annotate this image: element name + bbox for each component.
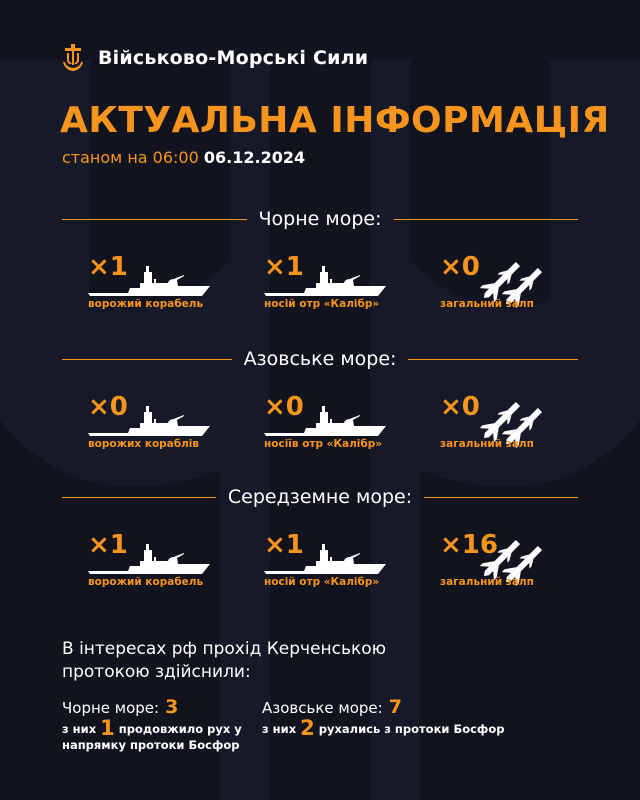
stat-card: ×0 ворожих кораблів xyxy=(88,392,248,462)
stat-caption: ворожий корабель xyxy=(88,576,204,588)
stat-card: ×1 носій отр «Калібр» xyxy=(264,530,424,600)
stat-caption: ворожий корабель xyxy=(88,298,204,310)
stat-count: ×16 xyxy=(440,530,498,560)
stat-card: ×1 ворожий корабель xyxy=(88,252,248,322)
sea-name: Чорне море: xyxy=(258,208,382,230)
kerch-black-sea-label: Чорне море: xyxy=(62,699,160,717)
sea-stats-row: ×0 ворожих кораблів ×0 носіїв отр «Калібр» ×… xyxy=(88,392,568,462)
stat-count: ×0 xyxy=(264,392,304,422)
stat-caption: загальний залп xyxy=(440,438,534,450)
sea-stats-row: ×1 ворожий корабель ×1 носій отр «Калібр» ×1… xyxy=(88,530,568,600)
sea-stats-row: ×1 ворожий корабель ×1 носій отр «Калібр» ×0… xyxy=(88,252,568,322)
kerch-title: В інтересах рф прохід Керченською проток… xyxy=(62,639,387,682)
stat-caption: носій отр «Калібр» xyxy=(264,298,380,310)
stat-count: ×0 xyxy=(88,392,128,422)
kerch-black-sea-detail: з них 1 продовжило рух у напрямку проток… xyxy=(62,718,242,753)
divider xyxy=(408,358,579,360)
stat-count: ×0 xyxy=(440,392,480,422)
stat-card: ×16 загальний залп xyxy=(440,530,600,600)
ship-icon xyxy=(264,544,386,574)
stat-count: ×1 xyxy=(264,252,304,282)
ship-icon xyxy=(88,266,210,296)
stat-card: ×1 носій отр «Калібр» xyxy=(264,252,424,322)
trident-anchor-icon xyxy=(63,44,83,71)
divider xyxy=(62,358,232,360)
kerch-azov-sea-value: 7 xyxy=(388,696,402,718)
sea-section-header: Азовське море: xyxy=(62,348,579,370)
timestamp: станом на 06:00 06.12.2024 xyxy=(62,148,305,167)
divider xyxy=(424,496,579,498)
timestamp-date: 06.12.2024 xyxy=(203,148,306,167)
ship-icon xyxy=(264,406,386,436)
stat-count: ×1 xyxy=(88,252,128,282)
stat-card: ×0 носіїв отр «Калібр» xyxy=(264,392,424,462)
detail-value: 1 xyxy=(100,716,115,740)
detail-suffix: продовжило рух у напрямку протоки Босфор xyxy=(62,722,242,752)
stat-caption: ворожих кораблів xyxy=(88,438,200,450)
stat-card: ×0 загальний залп xyxy=(440,392,600,462)
divider xyxy=(62,218,247,220)
detail-prefix: з них xyxy=(262,722,297,736)
detail-prefix: з них xyxy=(62,722,97,736)
stat-card: ×1 ворожий корабель xyxy=(88,530,248,600)
timestamp-prefix: станом на 06:00 xyxy=(62,148,199,167)
sea-name: Середземне море: xyxy=(227,486,413,508)
sea-name: Азовське море: xyxy=(243,348,397,370)
page-title: АКТУАЛЬНА ІНФОРМАЦІЯ xyxy=(60,100,610,141)
kerch-azov-sea: Азовське море: 7 xyxy=(262,696,402,718)
stat-caption: носій отр «Калібр» xyxy=(264,576,380,588)
missiles-icon xyxy=(480,261,543,308)
detail-value: 2 xyxy=(300,716,315,740)
stat-caption: загальний залп xyxy=(440,298,534,310)
detail-suffix: рухались з протоки Босфор xyxy=(318,722,505,736)
divider xyxy=(393,218,579,220)
kerch-black-sea-value: 3 xyxy=(165,696,179,718)
kerch-azov-sea-detail: з них 2 рухались з протоки Босфор xyxy=(262,718,522,739)
stat-count: ×1 xyxy=(88,530,128,560)
sea-section-header: Середземне море: xyxy=(62,486,579,508)
ship-icon xyxy=(88,406,210,436)
org-name: Військово-Морські Сили xyxy=(98,47,369,69)
ship-icon xyxy=(88,544,210,574)
header: Військово-Морські Сили xyxy=(62,44,368,72)
sea-section-header: Чорне море: xyxy=(62,208,579,230)
divider xyxy=(62,496,216,498)
stat-caption: загальний залп xyxy=(440,576,534,588)
stat-count: ×1 xyxy=(264,530,304,560)
kerch-black-sea: Чорне море: 3 xyxy=(62,696,178,718)
stat-card: ×0 загальний залп xyxy=(440,252,600,322)
stat-caption: носіїв отр «Калібр» xyxy=(264,438,383,450)
kerch-azov-sea-label: Азовське море: xyxy=(262,699,383,717)
missiles-icon xyxy=(480,539,543,586)
missiles-icon xyxy=(480,401,543,448)
stat-count: ×0 xyxy=(440,252,480,282)
ship-icon xyxy=(264,266,386,296)
